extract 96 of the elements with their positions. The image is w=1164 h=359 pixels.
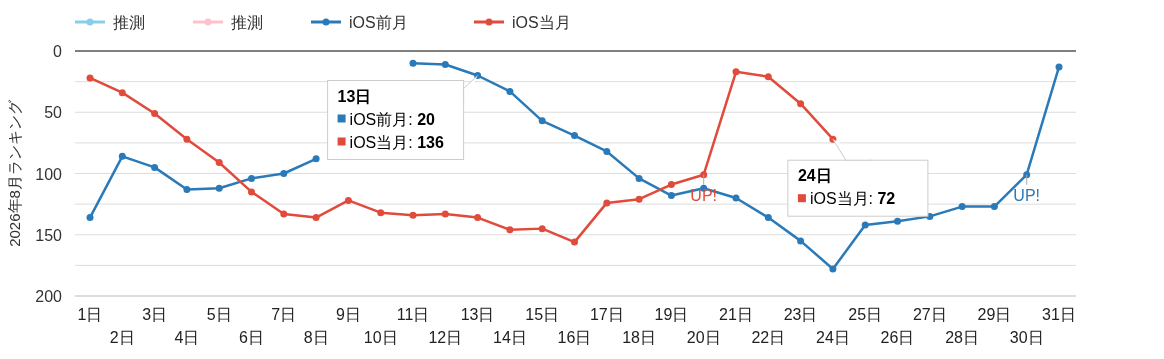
- point: [667, 192, 675, 200]
- annotation: UP!: [1013, 186, 1041, 204]
- point: [183, 185, 191, 193]
- x-tick-label: 18日: [622, 329, 656, 346]
- point: [1055, 63, 1063, 71]
- point: [667, 181, 675, 189]
- point: [1023, 171, 1031, 179]
- point: [990, 203, 998, 211]
- point: [248, 188, 255, 196]
- x-tick-label: 12日: [428, 329, 463, 346]
- x-tick-label: 22日: [751, 329, 786, 346]
- annotation: UP!: [690, 186, 718, 204]
- legend-label: iOS当月: [512, 14, 571, 31]
- point: [118, 152, 126, 160]
- point: [603, 147, 611, 155]
- point: [797, 237, 805, 245]
- y-tick-label: 200: [35, 288, 63, 305]
- x-tick-label: 23日: [783, 306, 818, 323]
- point: [538, 117, 546, 125]
- point: [603, 199, 611, 207]
- legend-label: iOS前月: [349, 14, 408, 31]
- point: [571, 238, 578, 246]
- point: [344, 196, 352, 204]
- x-tick-label: 5日: [206, 306, 232, 323]
- x-tick-label: 2日: [109, 329, 135, 346]
- point: [312, 214, 320, 222]
- annotation: 24日 iOS当月: 72: [797, 167, 896, 208]
- y-tick-label: 50: [44, 104, 63, 122]
- x-tick-label: 19日: [654, 306, 689, 323]
- point: [797, 100, 805, 108]
- point: [764, 214, 772, 222]
- x-tick-label: 6日: [239, 329, 264, 346]
- tooltip: 24日 iOS当月: 72: [787, 138, 929, 217]
- x-tick-label: 15日: [525, 306, 560, 323]
- point: [377, 209, 385, 217]
- x-tick-label: 8日: [303, 329, 329, 346]
- x-tick-label: 26日: [880, 329, 915, 346]
- point: [506, 226, 514, 234]
- x-tick-label: 13日: [460, 306, 495, 323]
- point: [441, 60, 449, 68]
- x-tick-label: 17日: [589, 306, 624, 323]
- x-tick-label: 29日: [977, 306, 1012, 323]
- point: [215, 158, 223, 166]
- x-tick-label: 16日: [557, 329, 592, 346]
- point: [248, 174, 255, 182]
- legend-label: 推測: [113, 14, 145, 31]
- x-tick-label: 3日: [142, 306, 168, 323]
- point: [280, 210, 288, 218]
- x-tick-label: 11日: [396, 306, 430, 323]
- x-tick-label: 10日: [363, 329, 398, 346]
- point: [312, 155, 320, 163]
- x-tick-label: 28日: [945, 329, 979, 346]
- point: [151, 163, 159, 171]
- point: [409, 211, 417, 219]
- x-tick-label: 31日: [1042, 306, 1076, 323]
- point: [441, 210, 449, 218]
- point: [280, 170, 288, 177]
- point: [700, 171, 708, 179]
- x-tick-label: 20日: [686, 329, 721, 346]
- x-tick-label: 24日: [816, 329, 850, 346]
- point: [409, 59, 417, 67]
- point: [764, 73, 772, 81]
- x-tick-label: 25日: [848, 306, 883, 323]
- x-tick-label: 7日: [271, 306, 297, 323]
- point: [635, 174, 643, 182]
- point: [958, 203, 966, 211]
- point: [732, 194, 740, 202]
- point: [118, 89, 126, 97]
- point: [571, 132, 578, 140]
- tooltip: 13日 iOS前月: 20 iOS当月: 136: [327, 75, 479, 160]
- y-axis-title: 2026年8月ランキング: [6, 99, 23, 247]
- point: [635, 195, 643, 203]
- point: [215, 184, 223, 192]
- y-tick-label: 150: [35, 226, 63, 244]
- point: [506, 87, 514, 95]
- point: [183, 135, 191, 143]
- x-tick-label: 14日: [493, 329, 527, 346]
- point: [474, 214, 482, 222]
- annotation: 13日 iOS前月: 20 iOS当月: 136: [337, 87, 444, 151]
- x-tick-label: 21日: [719, 306, 753, 323]
- point: [151, 109, 159, 117]
- point: [861, 221, 869, 229]
- x-tick-label: 27日: [912, 306, 947, 323]
- legend-label: 推測: [231, 14, 263, 31]
- x-tick-label: 4日: [174, 329, 200, 346]
- point: [732, 68, 740, 76]
- y-tick-label: 100: [35, 165, 63, 183]
- y-tick-label: 0: [53, 43, 63, 60]
- point: [538, 225, 546, 233]
- point: [86, 214, 94, 222]
- x-tick-label: 30日: [1009, 329, 1044, 346]
- x-tick-label: 9日: [335, 306, 361, 323]
- point: [894, 217, 901, 225]
- point: [829, 265, 837, 273]
- point: [86, 74, 94, 82]
- x-tick-label: 1日: [77, 306, 103, 323]
